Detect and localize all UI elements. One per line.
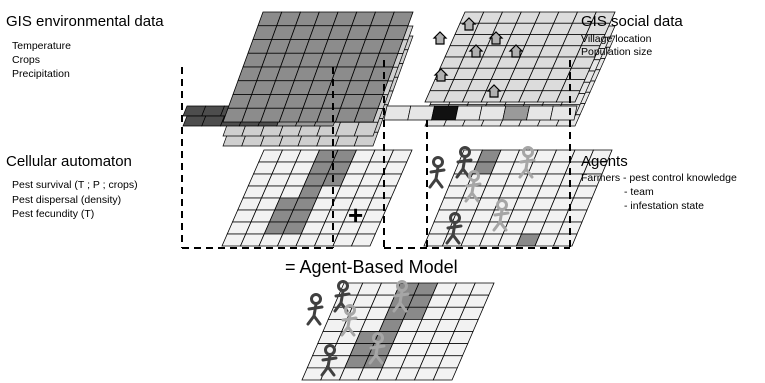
grid-cell xyxy=(502,105,530,121)
agent-based-model-cells xyxy=(301,282,495,381)
grid-cell xyxy=(526,105,554,121)
village-house-icon xyxy=(432,31,448,45)
grid-cell xyxy=(454,105,483,121)
agent-based-model-grid xyxy=(301,280,495,381)
gis-social-item-village-location: Village location xyxy=(581,33,652,45)
farmer-agent-dark xyxy=(428,156,446,189)
village-house-icon xyxy=(461,17,477,31)
grid-cell xyxy=(432,367,458,381)
gis-social-title: GIS social data xyxy=(581,13,683,30)
grid-cell xyxy=(549,105,578,121)
farmer-agent-light xyxy=(492,199,510,232)
gis-environmental-item-temperature: Temperature xyxy=(12,40,71,52)
projection-dashed-lines xyxy=(181,60,571,250)
village-house-icon xyxy=(508,44,524,58)
environmental-layer-top xyxy=(222,11,414,123)
village-house-icon xyxy=(486,84,502,98)
agents-item-farmers: Farmers - pest control knowledge xyxy=(581,172,737,184)
cellular-automaton-item-pest-dispersal: Pest dispersal (density) xyxy=(12,194,122,206)
gis-social-layer-stack xyxy=(383,11,616,127)
gis-social-item-population-size: Population size xyxy=(581,46,653,58)
gis-environmental-title: GIS environmental data xyxy=(6,13,164,30)
agents-grid xyxy=(423,146,613,247)
agent-based-model-title: = Agent-Based Model xyxy=(285,257,458,277)
village-house-icon xyxy=(433,68,449,82)
cellular-automaton-grid xyxy=(221,149,413,247)
grid-cell xyxy=(431,105,459,121)
village-house-icon xyxy=(488,31,504,45)
farmer-agent-light xyxy=(518,146,536,179)
farmer-agent-dark xyxy=(306,293,324,326)
agents-item-team: - team xyxy=(624,186,654,198)
social-layer-top xyxy=(424,11,616,103)
farmer-agent-light xyxy=(392,280,410,313)
cellular-automaton-item-pest-survival: Pest survival (T ; P ; crops) xyxy=(12,179,138,191)
grid-cell xyxy=(555,90,581,103)
plus-operator: + xyxy=(348,200,364,230)
cellular-automaton-title: Cellular automaton xyxy=(6,153,132,170)
agents-cells xyxy=(423,149,613,247)
farmer-agent-dark xyxy=(445,212,463,245)
farmer-agent-light xyxy=(368,332,386,365)
farmer-agent-dark xyxy=(320,344,338,377)
farmer-agent-light xyxy=(464,170,482,203)
farmer-agent-dark xyxy=(455,146,473,179)
cellular-automaton-cells xyxy=(221,149,413,247)
grid-cell xyxy=(383,105,412,121)
gis-environmental-item-crops: Crops xyxy=(12,54,41,66)
gis-environmental-layer-stack xyxy=(182,11,414,147)
village-house-icon xyxy=(468,44,484,58)
gis-environmental-item-precipitation: Precipitation xyxy=(12,68,70,80)
agents-item-infestation-state: - infestation state xyxy=(624,200,704,212)
grid-cell xyxy=(407,105,435,121)
cellular-automaton-item-pest-fecundity: Pest fecundity (T) xyxy=(12,208,95,220)
grid-cell xyxy=(350,233,376,247)
farmer-agent-dark xyxy=(333,280,351,313)
grid-cell xyxy=(478,105,507,121)
social-layer-bottom xyxy=(383,105,578,121)
farmer-agent-light xyxy=(340,304,358,337)
grid-cell xyxy=(353,107,379,123)
agents-title: Agents xyxy=(581,153,628,170)
